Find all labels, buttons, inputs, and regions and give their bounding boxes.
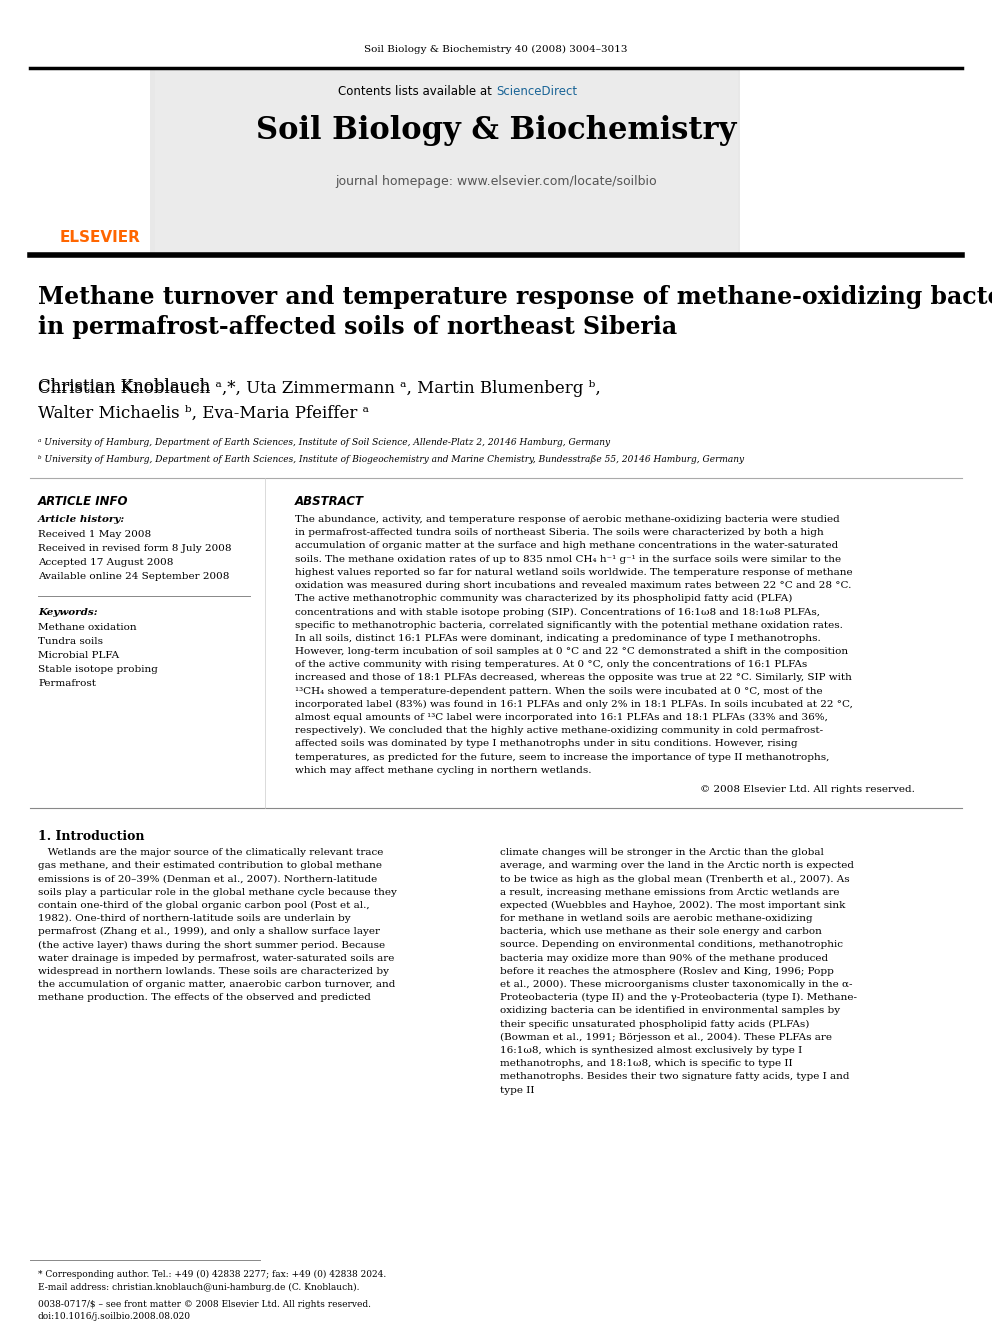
Text: specific to methanotrophic bacteria, correlated significantly with the potential: specific to methanotrophic bacteria, cor… (295, 620, 843, 630)
Text: before it reaches the atmosphere (Roslev and King, 1996; Popp: before it reaches the atmosphere (Roslev… (500, 967, 834, 976)
Text: The abundance, activity, and temperature response of aerobic methane-oxidizing b: The abundance, activity, and temperature… (295, 515, 840, 524)
Text: source. Depending on environmental conditions, methanotrophic: source. Depending on environmental condi… (500, 941, 843, 950)
Text: (the active layer) thaws during the short summer period. Because: (the active layer) thaws during the shor… (38, 941, 385, 950)
Text: accumulation of organic matter at the surface and high methane concentrations in: accumulation of organic matter at the su… (295, 541, 838, 550)
Text: Microbial PLFA: Microbial PLFA (38, 651, 119, 660)
Text: which may affect methane cycling in northern wetlands.: which may affect methane cycling in nort… (295, 766, 591, 775)
Text: ScienceDirect: ScienceDirect (496, 85, 577, 98)
Text: Methane turnover and temperature response of methane-oxidizing bacteria
in perma: Methane turnover and temperature respons… (38, 284, 992, 339)
Text: 1982). One-third of northern-latitude soils are underlain by: 1982). One-third of northern-latitude so… (38, 914, 350, 923)
Text: © 2008 Elsevier Ltd. All rights reserved.: © 2008 Elsevier Ltd. All rights reserved… (700, 785, 915, 794)
Text: Methane oxidation: Methane oxidation (38, 623, 137, 632)
Text: type II: type II (500, 1086, 535, 1094)
Text: Stable isotope probing: Stable isotope probing (38, 665, 158, 673)
Text: In all soils, distinct 16:1 PLFAs were dominant, indicating a predominance of ty: In all soils, distinct 16:1 PLFAs were d… (295, 634, 820, 643)
Text: their specific unsaturated phospholipid fatty acids (PLFAs): their specific unsaturated phospholipid … (500, 1020, 809, 1029)
Text: oxidizing bacteria can be identified in environmental samples by: oxidizing bacteria can be identified in … (500, 1007, 840, 1015)
Text: However, long-term incubation of soil samples at 0 °C and 22 °C demonstrated a s: However, long-term incubation of soil sa… (295, 647, 848, 656)
Text: Christian Knoblauch: Christian Knoblauch (38, 378, 215, 396)
Text: Article history:: Article history: (38, 515, 125, 524)
Text: * Corresponding author. Tel.: +49 (0) 42838 2277; fax: +49 (0) 42838 2024.: * Corresponding author. Tel.: +49 (0) 42… (38, 1270, 386, 1279)
Text: methane production. The effects of the observed and predicted: methane production. The effects of the o… (38, 994, 371, 1003)
Text: et al., 2000). These microorganisms cluster taxonomically in the α-: et al., 2000). These microorganisms clus… (500, 980, 852, 990)
Text: The active methanotrophic community was characterized by its phospholipid fatty : The active methanotrophic community was … (295, 594, 793, 603)
Text: methanotrophs, and 18:1ω8, which is specific to type II: methanotrophs, and 18:1ω8, which is spec… (500, 1060, 793, 1068)
Text: soils play a particular role in the global methane cycle because they: soils play a particular role in the glob… (38, 888, 397, 897)
Text: emissions is of 20–39% (Denman et al., 2007). Northern-latitude: emissions is of 20–39% (Denman et al., 2… (38, 875, 377, 884)
Text: Soil Biology & Biochemistry: Soil Biology & Biochemistry (256, 115, 736, 146)
Text: Christian Knoblauch ᵃ,*, Uta Zimmermann ᵃ, Martin Blumenberg ᵇ,: Christian Knoblauch ᵃ,*, Uta Zimmermann … (38, 380, 601, 397)
Bar (155, 67, 738, 255)
Text: widespread in northern lowlands. These soils are characterized by: widespread in northern lowlands. These s… (38, 967, 389, 976)
Text: 1. Introduction: 1. Introduction (38, 830, 145, 843)
Text: ELSEVIER: ELSEVIER (60, 230, 141, 245)
Text: E-mail address: christian.knoblauch@uni-hamburg.de (C. Knoblauch).: E-mail address: christian.knoblauch@uni-… (38, 1283, 359, 1293)
Text: contain one-third of the global organic carbon pool (Post et al.,: contain one-third of the global organic … (38, 901, 370, 910)
Text: Wetlands are the major source of the climatically relevant trace: Wetlands are the major source of the cli… (38, 848, 383, 857)
Text: ¹³CH₄ showed a temperature-dependent pattern. When the soils were incubated at 0: ¹³CH₄ showed a temperature-dependent pat… (295, 687, 822, 696)
Text: Received in revised form 8 July 2008: Received in revised form 8 July 2008 (38, 544, 231, 553)
Text: concentrations and with stable isotope probing (SIP). Concentrations of 16:1ω8 a: concentrations and with stable isotope p… (295, 607, 820, 617)
Text: ᵃ University of Hamburg, Department of Earth Sciences, Institute of Soil Science: ᵃ University of Hamburg, Department of E… (38, 438, 610, 447)
Text: Permafrost: Permafrost (38, 679, 96, 688)
Text: Soil Biology & Biochemistry 40 (2008) 3004–3013: Soil Biology & Biochemistry 40 (2008) 30… (364, 45, 628, 54)
Text: bacteria, which use methane as their sole energy and carbon: bacteria, which use methane as their sol… (500, 927, 822, 937)
Text: bacteria may oxidize more than 90% of the methane produced: bacteria may oxidize more than 90% of th… (500, 954, 828, 963)
Text: water drainage is impeded by permafrost, water-saturated soils are: water drainage is impeded by permafrost,… (38, 954, 395, 963)
Text: ᵇ University of Hamburg, Department of Earth Sciences, Institute of Biogeochemis: ᵇ University of Hamburg, Department of E… (38, 455, 744, 464)
Text: ARTICLE INFO: ARTICLE INFO (38, 495, 129, 508)
Text: incorporated label (83%) was found in 16:1 PLFAs and only 2% in 18:1 PLFAs. In s: incorporated label (83%) was found in 16… (295, 700, 853, 709)
Text: highest values reported so far for natural wetland soils worldwide. The temperat: highest values reported so far for natur… (295, 568, 853, 577)
Text: oxidation was measured during short incubations and revealed maximum rates betwe: oxidation was measured during short incu… (295, 581, 851, 590)
Text: of the active community with rising temperatures. At 0 °C, only the concentratio: of the active community with rising temp… (295, 660, 807, 669)
Text: permafrost (Zhang et al., 1999), and only a shallow surface layer: permafrost (Zhang et al., 1999), and onl… (38, 927, 380, 937)
Text: Keywords:: Keywords: (38, 609, 97, 617)
Text: almost equal amounts of ¹³C label were incorporated into 16:1 PLFAs and 18:1 PLF: almost equal amounts of ¹³C label were i… (295, 713, 828, 722)
Text: gas methane, and their estimated contribution to global methane: gas methane, and their estimated contrib… (38, 861, 382, 871)
Text: soils. The methane oxidation rates of up to 835 nmol CH₄ h⁻¹ g⁻¹ in the surface : soils. The methane oxidation rates of up… (295, 554, 841, 564)
Text: ABSTRACT: ABSTRACT (295, 495, 364, 508)
Text: temperatures, as predicted for the future, seem to increase the importance of ty: temperatures, as predicted for the futur… (295, 753, 829, 762)
Text: to be twice as high as the global mean (Trenberth et al., 2007). As: to be twice as high as the global mean (… (500, 875, 849, 884)
Text: Contents lists available at: Contents lists available at (338, 85, 496, 98)
Text: doi:10.1016/j.soilbio.2008.08.020: doi:10.1016/j.soilbio.2008.08.020 (38, 1312, 191, 1320)
Text: 16:1ω8, which is synthesized almost exclusively by type I: 16:1ω8, which is synthesized almost excl… (500, 1046, 803, 1054)
Text: for methane in wetland soils are aerobic methane-oxidizing: for methane in wetland soils are aerobic… (500, 914, 812, 923)
Text: increased and those of 18:1 PLFAs decreased, whereas the opposite was true at 22: increased and those of 18:1 PLFAs decrea… (295, 673, 852, 683)
Text: Walter Michaelis ᵇ, Eva-Maria Pfeiffer ᵃ: Walter Michaelis ᵇ, Eva-Maria Pfeiffer ᵃ (38, 405, 369, 422)
Text: the accumulation of organic matter, anaerobic carbon turnover, and: the accumulation of organic matter, anae… (38, 980, 396, 990)
Text: (Bowman et al., 1991; Börjesson et al., 2004). These PLFAs are: (Bowman et al., 1991; Börjesson et al., … (500, 1033, 832, 1043)
Text: Accepted 17 August 2008: Accepted 17 August 2008 (38, 558, 174, 568)
Text: respectively). We concluded that the highly active methane-oxidizing community i: respectively). We concluded that the hig… (295, 726, 823, 736)
Text: Proteobacteria (type II) and the γ-Proteobacteria (type I). Methane-: Proteobacteria (type II) and the γ-Prote… (500, 994, 857, 1003)
Text: methanotrophs. Besides their two signature fatty acids, type I and: methanotrophs. Besides their two signatu… (500, 1073, 849, 1081)
Text: journal homepage: www.elsevier.com/locate/soilbio: journal homepage: www.elsevier.com/locat… (335, 175, 657, 188)
Text: Received 1 May 2008: Received 1 May 2008 (38, 531, 151, 538)
Text: climate changes will be stronger in the Arctic than the global: climate changes will be stronger in the … (500, 848, 824, 857)
Text: average, and warming over the land in the Arctic north is expected: average, and warming over the land in th… (500, 861, 854, 871)
Text: 0038-0717/$ – see front matter © 2008 Elsevier Ltd. All rights reserved.: 0038-0717/$ – see front matter © 2008 El… (38, 1301, 371, 1308)
Text: expected (Wuebbles and Hayhoe, 2002). The most important sink: expected (Wuebbles and Hayhoe, 2002). Th… (500, 901, 845, 910)
Text: affected soils was dominated by type I methanotrophs under in situ conditions. H: affected soils was dominated by type I m… (295, 740, 798, 749)
Text: Available online 24 September 2008: Available online 24 September 2008 (38, 572, 229, 581)
Text: a result, increasing methane emissions from Arctic wetlands are: a result, increasing methane emissions f… (500, 888, 839, 897)
Text: Tundra soils: Tundra soils (38, 636, 103, 646)
Text: in permafrost-affected tundra soils of northeast Siberia. The soils were charact: in permafrost-affected tundra soils of n… (295, 528, 823, 537)
FancyBboxPatch shape (150, 67, 740, 255)
